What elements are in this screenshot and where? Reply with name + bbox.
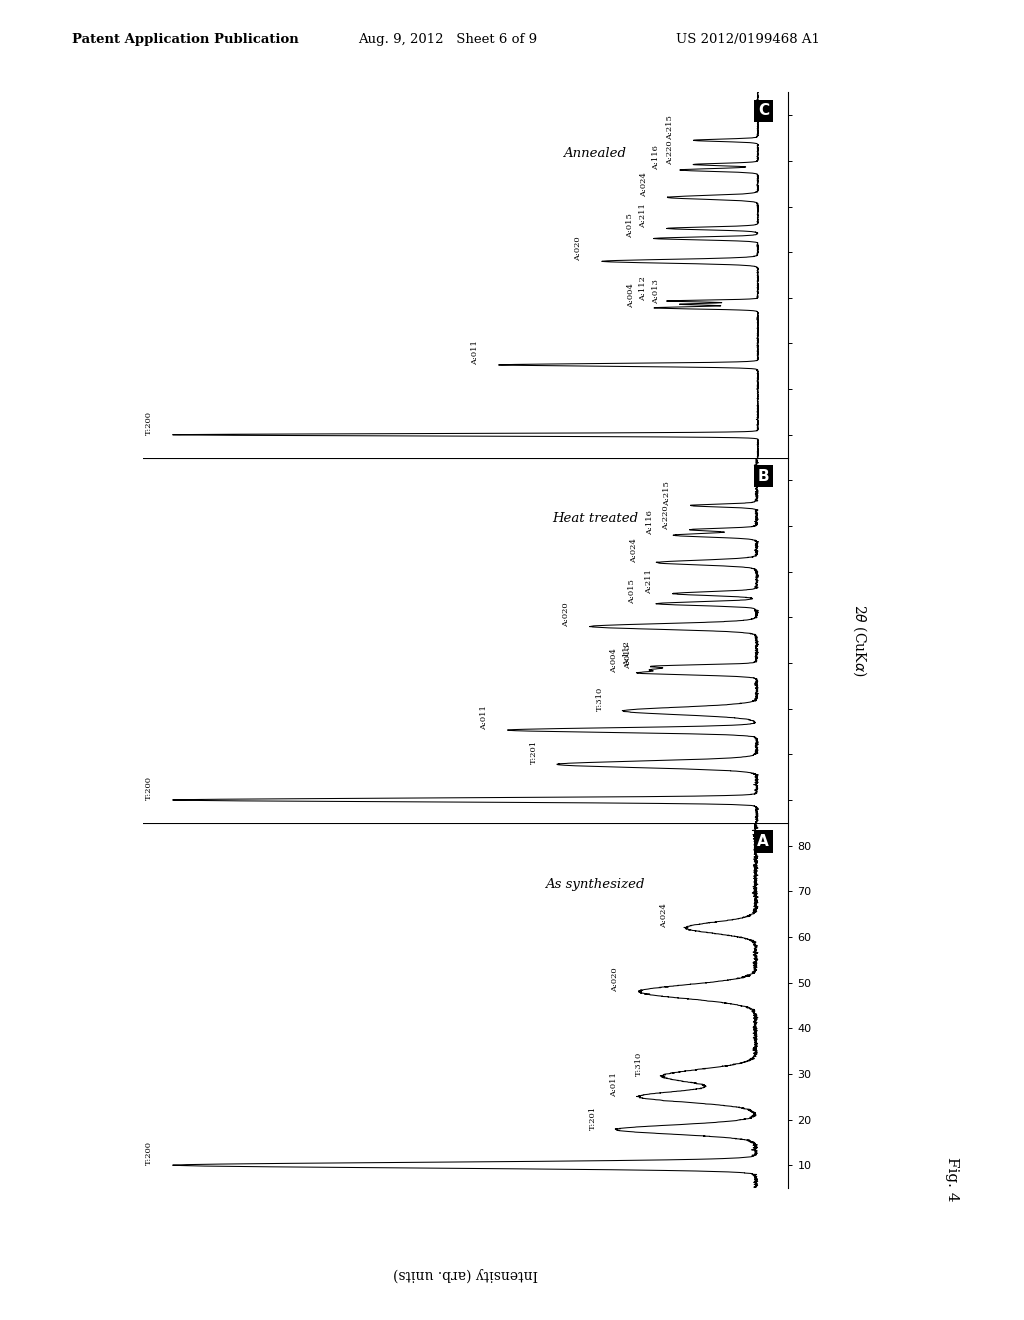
Text: A:215: A:215	[666, 115, 674, 140]
Text: A:004: A:004	[610, 648, 618, 673]
Text: A:020: A:020	[574, 236, 583, 261]
Text: A:020: A:020	[611, 968, 620, 991]
Text: A:024: A:024	[640, 173, 648, 198]
Text: A:024: A:024	[659, 903, 668, 928]
Text: Fig. 4: Fig. 4	[945, 1156, 959, 1201]
Text: A: A	[758, 834, 769, 849]
Text: A:015: A:015	[629, 578, 637, 603]
Text: A:011: A:011	[610, 1072, 618, 1097]
Text: Aug. 9, 2012   Sheet 6 of 9: Aug. 9, 2012 Sheet 6 of 9	[358, 33, 538, 46]
Text: A:011: A:011	[471, 341, 479, 364]
Text: A:211: A:211	[645, 569, 653, 594]
Text: T:200: T:200	[145, 411, 154, 434]
Text: A:215: A:215	[664, 480, 672, 506]
Text: Annealed: Annealed	[563, 148, 627, 160]
Text: A:116: A:116	[652, 145, 660, 170]
Text: A:112: A:112	[624, 642, 632, 667]
Text: 2$\theta$ (CuK$\alpha$): 2$\theta$ (CuK$\alpha$)	[851, 605, 869, 676]
Text: A:020: A:020	[562, 602, 570, 627]
Text: A:015: A:015	[626, 214, 634, 239]
Text: T:200: T:200	[145, 1142, 154, 1166]
Text: T:201: T:201	[529, 741, 538, 764]
Text: B: B	[758, 469, 769, 483]
Text: A:004: A:004	[627, 282, 635, 308]
Text: T:201: T:201	[589, 1105, 597, 1130]
Text: A:011: A:011	[480, 705, 488, 730]
Text: A:116: A:116	[646, 511, 653, 535]
Text: T:200: T:200	[145, 776, 154, 800]
Text: As synthesized: As synthesized	[545, 878, 645, 891]
Text: US 2012/0199468 A1: US 2012/0199468 A1	[676, 33, 820, 46]
Text: A:220: A:220	[666, 140, 674, 165]
Text: T:310: T:310	[596, 686, 604, 711]
Text: A:013: A:013	[652, 280, 660, 304]
Text: A:013: A:013	[625, 644, 632, 669]
Text: A:024: A:024	[630, 537, 638, 562]
Text: T:310: T:310	[635, 1052, 643, 1076]
Text: A:211: A:211	[639, 203, 647, 228]
Text: Patent Application Publication: Patent Application Publication	[72, 33, 298, 46]
Text: A:112: A:112	[639, 276, 647, 301]
Text: A:220: A:220	[663, 506, 670, 529]
Text: Intensity (arb. units): Intensity (arb. units)	[393, 1267, 539, 1282]
Text: C: C	[758, 103, 769, 119]
Text: Heat treated: Heat treated	[552, 512, 638, 525]
